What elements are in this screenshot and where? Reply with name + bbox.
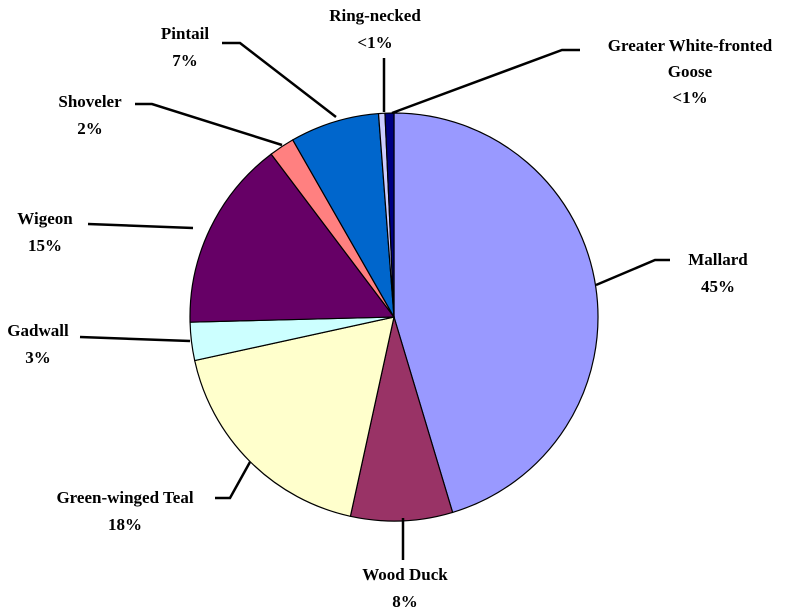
leader-line — [222, 41, 337, 118]
category-label: Ring-necked — [329, 6, 421, 25]
value-label: <1% — [672, 88, 708, 107]
slices — [189, 112, 599, 522]
leader-line — [391, 48, 580, 115]
leader-line — [135, 102, 283, 147]
slice-label: Gadwall 3% — [7, 317, 68, 371]
value-label: 45% — [701, 277, 735, 296]
slice-label: Shoveler 2% — [58, 88, 121, 142]
slice — [393, 112, 599, 514]
category-label: Mallard — [688, 250, 748, 269]
leader-line — [215, 461, 252, 500]
slice-label: Mallard 45% — [688, 246, 748, 300]
slice-label: Pintail 7% — [161, 20, 209, 74]
value-label: 8% — [392, 592, 418, 611]
value-label: 7% — [172, 51, 198, 70]
slice-label: Greater White-fronted Goose <1% — [584, 33, 796, 111]
leader-line — [87, 222, 194, 230]
slice-label: Green-winged Teal 18% — [56, 484, 193, 538]
leader-lines — [79, 41, 670, 560]
category-label: Wigeon — [17, 209, 73, 228]
slice-label: Wood Duck 8% — [362, 561, 448, 613]
category-label: Green-winged Teal — [56, 488, 194, 507]
category-label: Greater White-fronted Goose — [607, 36, 773, 81]
leader-line — [595, 258, 670, 287]
category-label: Gadwall — [7, 321, 69, 340]
leader-line — [79, 335, 191, 343]
value-label: 2% — [77, 119, 103, 138]
category-label: Pintail — [160, 24, 210, 43]
slice — [349, 314, 454, 522]
value-label: 3% — [25, 348, 51, 367]
slice-label: Wigeon 15% — [17, 205, 72, 259]
value-label: 18% — [108, 515, 142, 534]
value-label: <1% — [357, 33, 393, 52]
slice-label: Ring-necked <1% — [329, 2, 421, 56]
slice — [189, 153, 396, 323]
value-label: 15% — [27, 236, 62, 255]
category-label: Shoveler — [58, 92, 122, 111]
category-label: Wood Duck — [362, 565, 448, 584]
slice — [193, 316, 395, 518]
